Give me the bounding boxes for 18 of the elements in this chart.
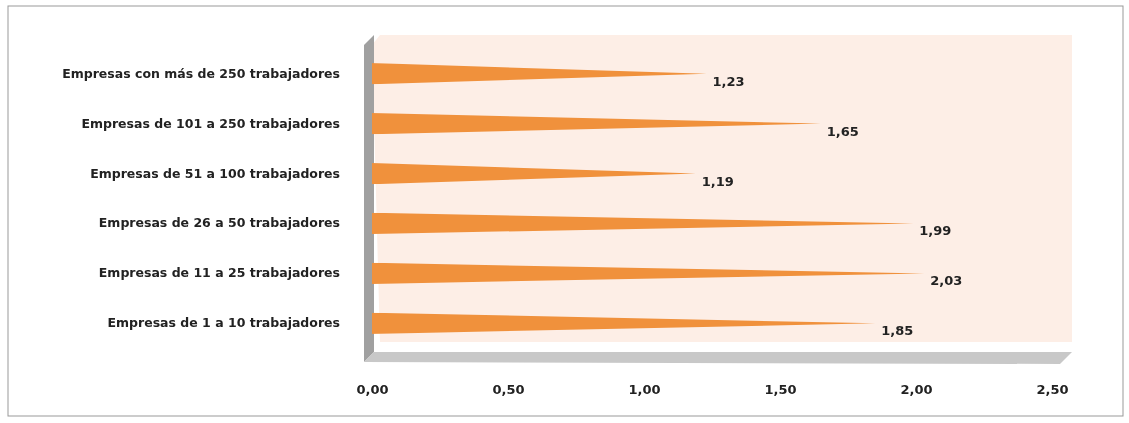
data-label: 1,19 xyxy=(701,173,734,189)
data-label: 2,03 xyxy=(930,273,963,289)
x-tick-label: 0,00 xyxy=(356,382,389,398)
y-tick-label: Empresas de 51 a 100 trabajadores xyxy=(90,165,340,181)
y-tick-label: Empresas de 26 a 50 trabajadores xyxy=(98,215,340,231)
x-tick-label: 1,00 xyxy=(628,382,661,398)
x-tick-label: 1,50 xyxy=(764,382,797,398)
data-label: 1,99 xyxy=(919,223,952,239)
data-label: 1,65 xyxy=(826,123,859,139)
x-tick-label: 2,50 xyxy=(1036,382,1069,398)
y-tick-label: Empresas de 1 a 10 trabajadores xyxy=(107,315,340,331)
x-tick-label: 0,50 xyxy=(492,382,525,398)
y-tick-label: Empresas con más de 250 trabajadores xyxy=(62,65,340,81)
y-tick-label: Empresas de 11 a 25 trabajadores xyxy=(98,265,340,281)
y-tick-label: Empresas de 101 a 250 trabajadores xyxy=(81,115,340,131)
data-label: 1,85 xyxy=(881,323,914,339)
x-tick-label: 2,00 xyxy=(900,382,933,398)
data-label: 1,23 xyxy=(712,73,745,89)
